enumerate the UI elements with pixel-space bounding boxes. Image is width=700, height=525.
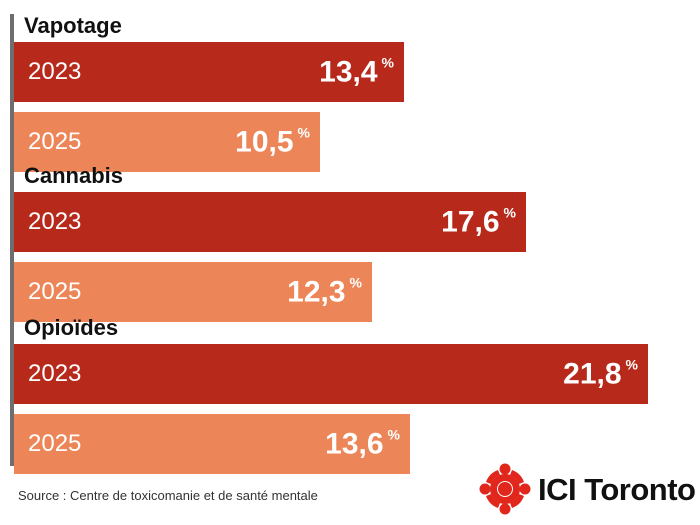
bar-year-label: 2023 bbox=[28, 58, 82, 85]
bar-value-number: 12,3 bbox=[287, 275, 346, 309]
logo-text: ICI Toronto bbox=[538, 472, 696, 507]
bar-1-2025: 2025 10,5% bbox=[14, 112, 320, 172]
bar-3-2025: 2025 13,6% bbox=[14, 414, 410, 474]
ici-toronto-logo[interactable]: ICI Toronto bbox=[478, 462, 698, 516]
bar-1-2023: 2023 13,4% bbox=[14, 42, 404, 102]
bar-3-2023: 2023 21,8% bbox=[14, 344, 648, 404]
percent-sign: % bbox=[625, 356, 638, 373]
bar-2-2023: 2023 17,6% bbox=[14, 192, 526, 252]
bar-chart: Vapotage 2023 13,4% 2025 10,5% Cannabis 2023 17… bbox=[10, 13, 648, 474]
radio-canada-gem-icon bbox=[479, 463, 531, 515]
bar-year-label: 2023 bbox=[28, 360, 82, 387]
bar-value-number: 13,4 bbox=[319, 55, 378, 89]
source-note: Source : Centre de toxicomanie et de san… bbox=[18, 488, 318, 503]
percent-sign: % bbox=[297, 124, 310, 141]
axis-line bbox=[10, 14, 14, 466]
bar-value-label: 12,3% bbox=[287, 275, 362, 310]
bar-value-label: 13,4% bbox=[319, 55, 394, 90]
bar-year-label: 2023 bbox=[28, 208, 82, 235]
bar-year-label: 2025 bbox=[28, 430, 82, 457]
bar-year-label: 2025 bbox=[28, 278, 82, 305]
bar-value-label: 13,6% bbox=[325, 427, 400, 462]
bar-value-label: 10,5% bbox=[235, 125, 310, 160]
percent-sign: % bbox=[349, 274, 362, 291]
bar-value-label: 17,6% bbox=[441, 205, 516, 240]
bar-value-number: 17,6 bbox=[441, 205, 500, 239]
percent-sign: % bbox=[381, 54, 394, 71]
group-label-2: Cannabis bbox=[24, 163, 124, 188]
bar-year-label: 2025 bbox=[28, 128, 82, 155]
group-label-1: Vapotage bbox=[24, 13, 122, 38]
bar-value-label: 21,8% bbox=[563, 357, 638, 392]
bar-value-number: 10,5 bbox=[235, 125, 294, 159]
group-label-3: Opioïdes bbox=[24, 315, 119, 340]
percent-sign: % bbox=[387, 426, 400, 443]
percent-sign: % bbox=[503, 204, 516, 221]
bar-2-2025: 2025 12,3% bbox=[14, 262, 372, 322]
bar-value-number: 13,6 bbox=[325, 427, 384, 461]
bar-value-number: 21,8 bbox=[563, 357, 622, 391]
